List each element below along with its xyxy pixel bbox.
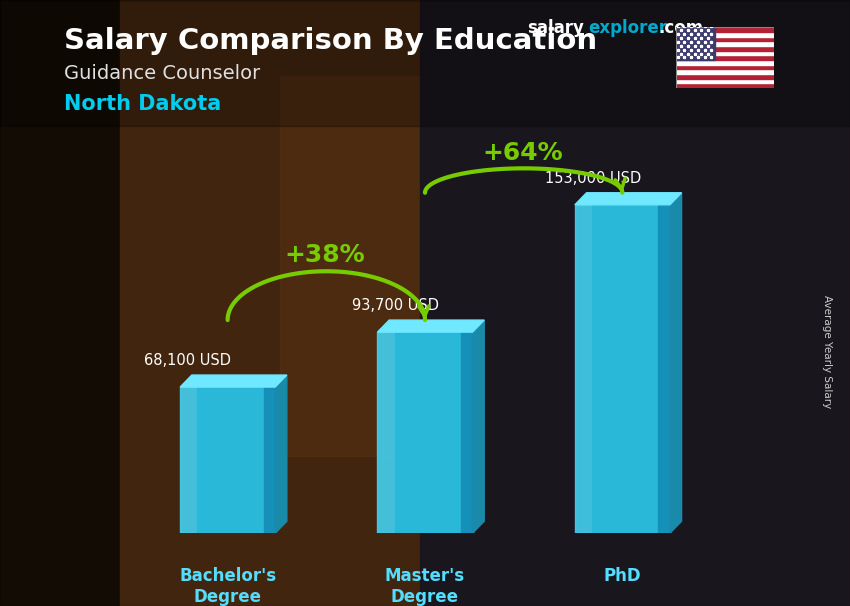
Bar: [120, 0, 420, 606]
Polygon shape: [275, 375, 286, 533]
Polygon shape: [180, 375, 286, 387]
Bar: [180, 387, 197, 533]
Bar: [0, 0, 120, 606]
Text: salary: salary: [527, 19, 584, 38]
Text: 93,700 USD: 93,700 USD: [352, 298, 439, 313]
Text: .com: .com: [659, 19, 704, 38]
Bar: [420, 0, 850, 606]
Bar: [676, 41, 774, 46]
Text: 68,100 USD: 68,100 USD: [144, 353, 231, 368]
Text: +64%: +64%: [482, 141, 563, 165]
Bar: [676, 32, 774, 36]
Text: +38%: +38%: [285, 244, 366, 267]
Text: Salary Comparison By Education: Salary Comparison By Education: [64, 27, 597, 55]
Bar: [676, 36, 774, 41]
Text: 153,000 USD: 153,000 USD: [545, 171, 641, 186]
Polygon shape: [670, 193, 682, 533]
Polygon shape: [473, 320, 484, 533]
Bar: [676, 79, 774, 83]
Text: North Dakota: North Dakota: [64, 94, 221, 114]
Bar: [676, 27, 774, 32]
Bar: [592, 205, 670, 533]
Text: Master's
Degree: Master's Degree: [385, 567, 465, 606]
Polygon shape: [377, 320, 484, 332]
Text: Bachelor's
Degree: Bachelor's Degree: [179, 567, 276, 606]
Bar: [676, 65, 774, 69]
Bar: [461, 332, 473, 533]
Bar: [264, 387, 275, 533]
Bar: [377, 332, 394, 533]
Bar: [575, 205, 592, 533]
Bar: [394, 332, 473, 533]
Bar: [676, 27, 715, 60]
Text: explorer: explorer: [588, 19, 667, 38]
Bar: [676, 83, 774, 88]
Bar: [676, 74, 774, 79]
Text: Average Yearly Salary: Average Yearly Salary: [822, 295, 832, 408]
Text: Guidance Counselor: Guidance Counselor: [64, 64, 260, 82]
Bar: [280, 76, 480, 456]
Bar: [676, 55, 774, 60]
Bar: [197, 387, 275, 533]
Bar: [659, 205, 670, 533]
Bar: [676, 46, 774, 50]
Bar: [0, 0, 850, 126]
Bar: [676, 60, 774, 65]
Bar: [676, 69, 774, 74]
Text: PhD: PhD: [604, 567, 641, 585]
Bar: [676, 50, 774, 55]
Polygon shape: [575, 193, 682, 205]
